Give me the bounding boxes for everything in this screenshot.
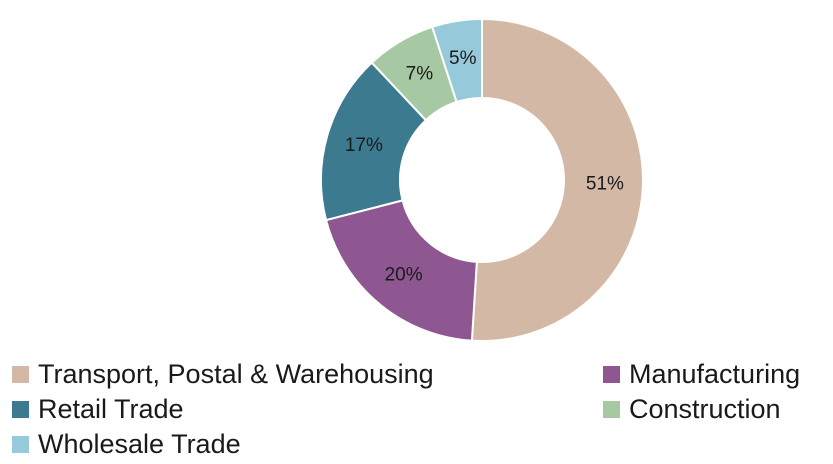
donut-chart: 51% 20% 17% 7% 5%	[320, 17, 645, 342]
legend-item-wholesale-trade: Wholesale Trade	[12, 426, 241, 462]
legend-swatch-construction	[603, 400, 620, 418]
slice-retail-trade	[320, 61, 428, 222]
slice-label-manufacturing: 20%	[385, 264, 423, 285]
legend-item-manufacturing: Manufacturing	[603, 356, 800, 392]
legend-item-construction: Construction	[603, 391, 781, 427]
legend-swatch-retail-trade	[12, 400, 29, 418]
legend-swatch-manufacturing	[603, 365, 620, 383]
slice-labels: 51% 20% 17% 7% 5%	[345, 48, 624, 285]
legend-swatch-transport	[12, 365, 29, 383]
legend-label-manufacturing: Manufacturing	[629, 359, 801, 389]
slice-wholesale-trade	[430, 17, 483, 104]
legend-label-retail-trade: Retail Trade	[38, 394, 184, 424]
legend-label-construction: Construction	[629, 394, 781, 424]
slice-transport	[470, 17, 645, 342]
legend-item-retail-trade: Retail Trade	[12, 391, 184, 427]
legend-item-transport: Transport, Postal & Warehousing	[12, 356, 434, 392]
slice-label-retail-trade: 17%	[345, 135, 383, 156]
legend-label-transport: Transport, Postal & Warehousing	[38, 359, 434, 389]
slice-label-transport: 51%	[586, 173, 624, 194]
chart-legend: Transport, Postal & Warehousing Manufact…	[0, 348, 833, 464]
slice-manufacturing	[324, 199, 478, 342]
slice-label-wholesale-trade: 5%	[449, 48, 477, 69]
legend-label-wholesale-trade: Wholesale Trade	[38, 429, 241, 459]
legend-swatch-wholesale-trade	[12, 435, 29, 453]
donut-slices	[320, 17, 645, 342]
slice-label-construction: 7%	[406, 64, 434, 85]
